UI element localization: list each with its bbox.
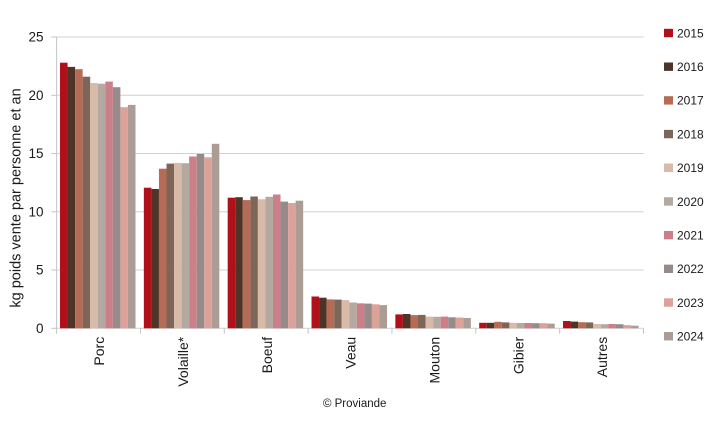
- svg-text:15: 15: [28, 146, 43, 161]
- svg-text:2015: 2015: [677, 26, 704, 40]
- svg-text:2017: 2017: [677, 94, 704, 108]
- svg-text:20: 20: [28, 88, 43, 103]
- svg-text:Veau: Veau: [343, 337, 359, 369]
- svg-text:2020: 2020: [677, 195, 704, 209]
- svg-text:2024: 2024: [677, 330, 704, 344]
- svg-text:0: 0: [36, 321, 44, 336]
- svg-text:Boeuf: Boeuf: [259, 337, 275, 374]
- svg-text:© Proviande: © Proviande: [323, 398, 386, 410]
- svg-text:5: 5: [36, 263, 44, 278]
- svg-text:Porc: Porc: [91, 337, 107, 366]
- svg-text:2019: 2019: [677, 161, 704, 175]
- svg-text:kg poids vente par personne et: kg poids vente par personne et an: [9, 88, 25, 307]
- svg-text:25: 25: [28, 30, 43, 45]
- svg-text:2018: 2018: [677, 127, 704, 141]
- svg-text:2021: 2021: [677, 228, 704, 242]
- svg-text:2022: 2022: [677, 262, 704, 276]
- svg-text:Autres: Autres: [594, 337, 610, 377]
- svg-text:2023: 2023: [677, 296, 704, 310]
- svg-text:10: 10: [28, 204, 43, 219]
- svg-text:2016: 2016: [677, 60, 704, 74]
- svg-text:Volaille*: Volaille*: [175, 336, 191, 386]
- svg-text:Mouton: Mouton: [426, 337, 442, 384]
- svg-text:Gibier: Gibier: [510, 336, 526, 374]
